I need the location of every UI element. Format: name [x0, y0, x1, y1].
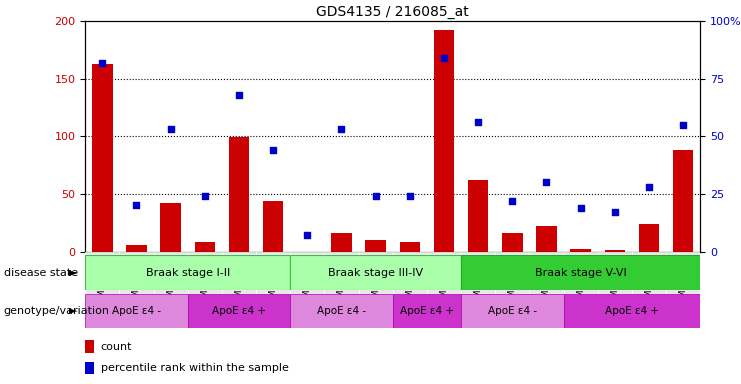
Bar: [433, 30, 454, 252]
Bar: [195, 242, 215, 252]
Point: [677, 122, 689, 128]
Bar: [461, 255, 700, 290]
Text: disease state: disease state: [4, 268, 78, 278]
Bar: [468, 180, 488, 252]
Point: [438, 55, 450, 61]
Bar: [290, 255, 461, 290]
Text: ApoE ε4 +: ApoE ε4 +: [400, 306, 454, 316]
Text: count: count: [101, 342, 132, 352]
Bar: [153, 252, 187, 301]
Point: [575, 205, 587, 211]
Bar: [399, 242, 420, 252]
Point: [199, 193, 210, 199]
Text: GSM735110: GSM735110: [542, 254, 551, 309]
Bar: [461, 294, 564, 328]
Bar: [605, 250, 625, 252]
Text: ApoE ε4 -: ApoE ε4 -: [488, 306, 537, 316]
Bar: [598, 252, 632, 301]
Bar: [639, 224, 659, 252]
Bar: [263, 201, 283, 252]
Point: [540, 179, 552, 185]
Text: ►: ►: [70, 306, 78, 316]
Point: [336, 126, 348, 132]
Text: Braak stage V-VI: Braak stage V-VI: [535, 268, 627, 278]
Text: Braak stage I-II: Braak stage I-II: [145, 268, 230, 278]
Text: GSM735095: GSM735095: [234, 254, 244, 309]
Bar: [502, 233, 522, 252]
Bar: [85, 362, 94, 374]
Bar: [290, 252, 325, 301]
Text: GSM735097: GSM735097: [98, 254, 107, 309]
Text: GSM735105: GSM735105: [371, 254, 380, 309]
Text: ApoE ε4 -: ApoE ε4 -: [112, 306, 161, 316]
Text: GSM735103: GSM735103: [303, 254, 312, 309]
Text: GSM735096: GSM735096: [269, 254, 278, 309]
Bar: [666, 252, 700, 301]
Point: [472, 119, 484, 126]
Bar: [119, 252, 153, 301]
Bar: [222, 252, 256, 301]
Point: [130, 202, 142, 209]
Bar: [290, 294, 393, 328]
Text: GSM735094: GSM735094: [200, 254, 209, 309]
Bar: [85, 340, 94, 353]
Text: GSM735109: GSM735109: [508, 254, 516, 309]
Text: GSM735111: GSM735111: [576, 254, 585, 309]
Bar: [325, 252, 359, 301]
Bar: [564, 294, 700, 328]
Text: GSM735099: GSM735099: [166, 254, 175, 309]
Text: GSM735106: GSM735106: [611, 254, 619, 309]
Bar: [632, 252, 666, 301]
Text: GSM735102: GSM735102: [473, 254, 482, 309]
Point: [233, 92, 245, 98]
Bar: [85, 252, 119, 301]
Bar: [85, 294, 187, 328]
Bar: [571, 249, 591, 252]
Bar: [529, 252, 564, 301]
Point: [302, 232, 313, 238]
Text: GSM735100: GSM735100: [405, 254, 414, 309]
Text: ApoE ε4 +: ApoE ε4 +: [605, 306, 659, 316]
Text: GSM735098: GSM735098: [132, 254, 141, 309]
Text: ►: ►: [70, 268, 78, 278]
Bar: [673, 150, 694, 252]
Text: GSM735108: GSM735108: [679, 254, 688, 309]
Bar: [85, 255, 290, 290]
Title: GDS4135 / 216085_at: GDS4135 / 216085_at: [316, 5, 469, 19]
Point: [370, 193, 382, 199]
Point: [609, 209, 621, 215]
Text: GSM735101: GSM735101: [439, 254, 448, 309]
Text: ApoE ε4 -: ApoE ε4 -: [317, 306, 366, 316]
Bar: [331, 233, 352, 252]
Point: [165, 126, 176, 132]
Bar: [187, 294, 290, 328]
Text: Braak stage III-IV: Braak stage III-IV: [328, 268, 423, 278]
Bar: [461, 252, 495, 301]
Bar: [536, 226, 556, 252]
Bar: [564, 252, 598, 301]
Bar: [229, 137, 249, 252]
Bar: [126, 245, 147, 252]
Point: [268, 147, 279, 153]
Bar: [92, 64, 113, 252]
Point: [506, 198, 518, 204]
Bar: [187, 252, 222, 301]
Text: GSM735104: GSM735104: [337, 254, 346, 309]
Text: genotype/variation: genotype/variation: [4, 306, 110, 316]
Bar: [393, 294, 461, 328]
Text: ApoE ε4 +: ApoE ε4 +: [212, 306, 266, 316]
Point: [643, 184, 655, 190]
Bar: [495, 252, 529, 301]
Bar: [365, 240, 386, 252]
Bar: [393, 252, 427, 301]
Bar: [256, 252, 290, 301]
Text: GSM735107: GSM735107: [645, 254, 654, 309]
Bar: [427, 252, 461, 301]
Point: [96, 60, 108, 66]
Text: percentile rank within the sample: percentile rank within the sample: [101, 363, 288, 373]
Bar: [359, 252, 393, 301]
Bar: [160, 203, 181, 252]
Point: [404, 193, 416, 199]
